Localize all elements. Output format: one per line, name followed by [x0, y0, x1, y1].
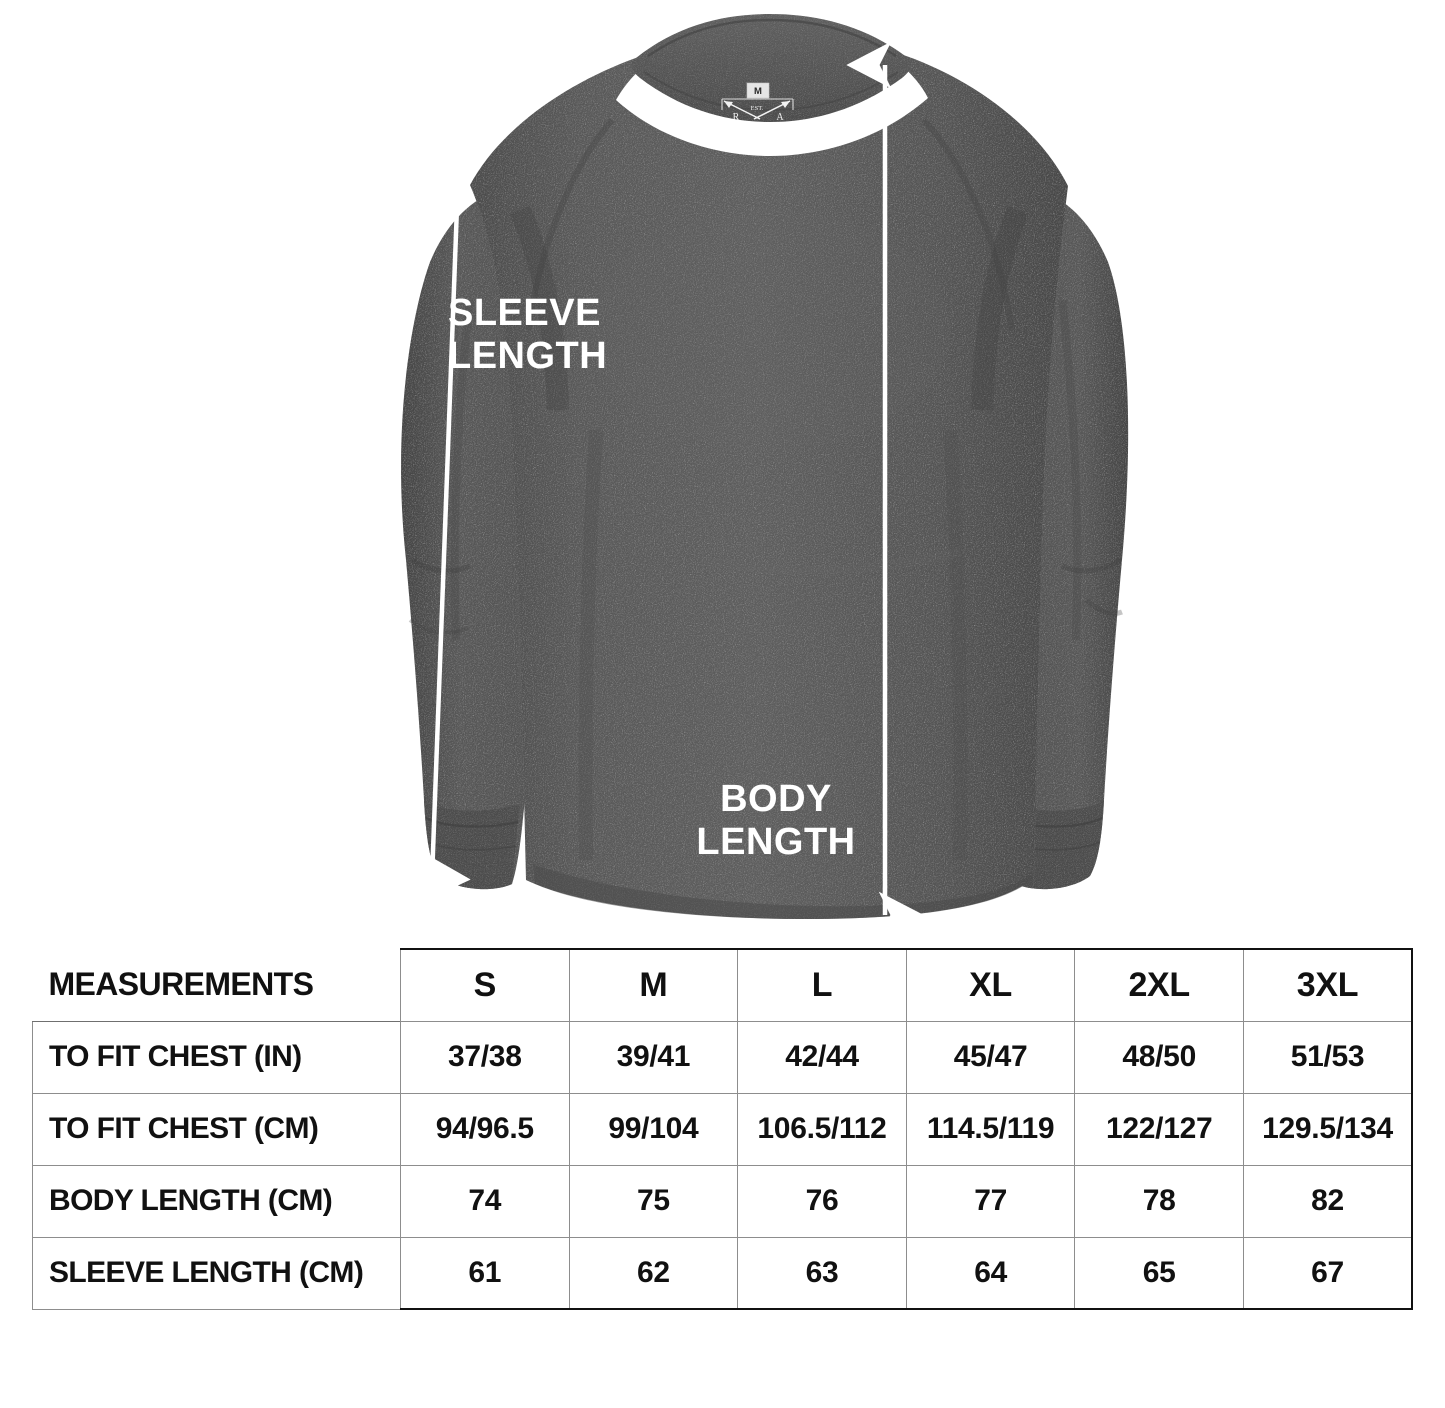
measurement-cell: 39/41 [568, 1020, 739, 1094]
sweatshirt-graphic: M EST. R A [401, 14, 1129, 939]
size-header-2xl: 2XL [1074, 948, 1244, 1022]
measurement-cell: 78 [1074, 1164, 1244, 1238]
measurement-cell: 65 [1074, 1236, 1244, 1310]
measurement-cell: 51/53 [1242, 1020, 1414, 1094]
measurement-cell: 62 [568, 1236, 739, 1310]
measurement-cell: 61 [400, 1236, 570, 1310]
table-title-cell: MEASUREMENTS [48, 966, 314, 1003]
measurement-cell: 74 [400, 1164, 570, 1238]
measurement-cell: 45/47 [905, 1020, 1076, 1094]
garment-illustration: M EST. R A SLEEVE LENGTH BODY LENGTH [401, 14, 1129, 939]
brand-frame [721, 98, 794, 110]
measurement-cell: 122/127 [1074, 1092, 1244, 1166]
neck-label-group: M EST. R A [721, 82, 794, 123]
sleeve-length-arrow [419, 156, 471, 902]
size-chart-section: MEASUREMENTS S M L XL 2XL 3XL TO FIT CHEST (IN)… [0, 940, 1445, 1408]
table-row: SLEEVE LENGTH (CM) 61 62 63 64 65 67 [32, 1236, 1414, 1310]
row-label: TO FIT CHEST (IN) [32, 1020, 401, 1094]
row-label: BODY LENGTH (CM) [32, 1164, 401, 1238]
row-label: TO FIT CHEST (CM) [32, 1092, 401, 1166]
collar-rib [631, 14, 912, 122]
neck-size-tag [746, 82, 770, 99]
measurement-cell: 77 [905, 1164, 1076, 1238]
table-row: TO FIT CHEST (IN) 37/38 39/41 42/44 45/47 48/… [32, 1020, 1414, 1094]
measurement-cell: 76 [737, 1164, 907, 1238]
brand-letter-left: R [733, 112, 740, 123]
neck-size-tag-text: M [754, 86, 762, 97]
size-header-xl: XL [905, 948, 1076, 1022]
size-header-m: M [568, 948, 739, 1022]
measurement-cell: 106.5/112 [737, 1092, 907, 1166]
table-row: TO FIT CHEST (CM) 94/96.5 99/104 106.5/112 1… [32, 1092, 1414, 1166]
table-row: BODY LENGTH (CM) 74 75 76 77 78 82 [32, 1164, 1414, 1238]
measurement-cell: 64 [905, 1236, 1076, 1310]
measurement-cell: 99/104 [568, 1092, 739, 1166]
brand-letter-right: A [776, 112, 784, 123]
size-header-3xl: 3XL [1242, 948, 1414, 1022]
brand-est-text: EST. [751, 105, 764, 112]
row-label: SLEEVE LENGTH (CM) [32, 1236, 401, 1310]
left-sleeve-cuff [424, 800, 520, 890]
measurement-cell: 48/50 [1074, 1020, 1244, 1094]
measurement-cell: 94/96.5 [400, 1092, 570, 1166]
measurement-cell: 75 [568, 1164, 739, 1238]
measurement-cell: 82 [1242, 1164, 1414, 1238]
size-header-l: L [737, 948, 907, 1022]
table-header-row: MEASUREMENTS S M L XL 2XL 3XL [33, 948, 1414, 1022]
measurement-cell: 63 [737, 1236, 907, 1310]
measurement-cell: 129.5/134 [1242, 1092, 1414, 1166]
size-header-s: S [400, 948, 570, 1022]
measurement-cell: 42/44 [737, 1020, 907, 1094]
measurement-cell: 114.5/119 [905, 1092, 1076, 1166]
measurement-cell: 67 [1242, 1236, 1414, 1310]
measurement-cell: 37/38 [400, 1020, 570, 1094]
sweatshirt-body [470, 33, 1068, 920]
size-chart-table: MEASUREMENTS S M L XL 2XL 3XL TO FIT CHEST (IN)… [32, 948, 1414, 1310]
